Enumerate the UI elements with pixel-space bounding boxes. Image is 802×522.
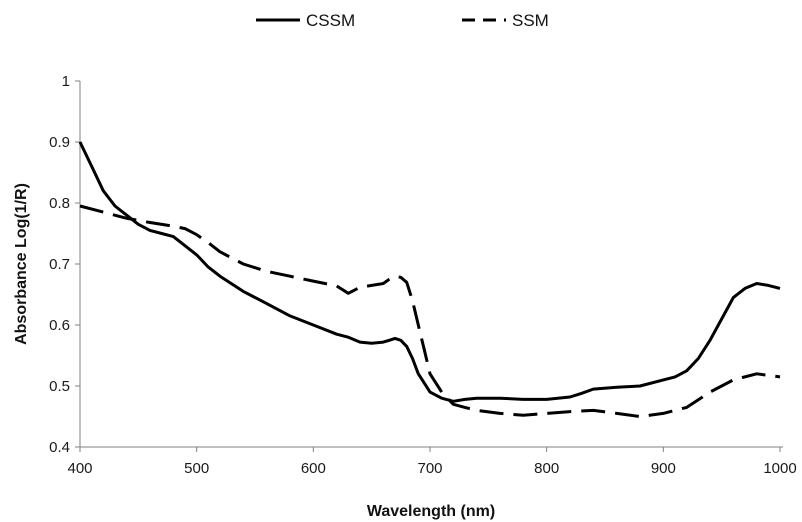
y-tick-label: 0.7 — [49, 256, 70, 273]
x-tick-label: 1000 — [763, 460, 796, 477]
y-tick-label: 0.6 — [49, 317, 70, 334]
y-tick-label: 1 — [62, 73, 70, 90]
series-line-cssm — [78, 141, 781, 403]
x-tick-label: 700 — [417, 460, 442, 477]
y-tick-label: 0.8 — [49, 195, 70, 212]
y-tick-label: 0.5 — [49, 378, 70, 395]
x-tick-labels: 400 500 600 700 800 900 1000 — [67, 447, 797, 477]
y-tick-labels: 0.4 0.5 0.6 0.7 0.8 0.9 1 — [49, 73, 80, 456]
legend-label-cssm: CSSM — [306, 11, 355, 30]
y-tick-label: 0.9 — [49, 134, 70, 151]
x-axis-title: Wavelength (nm) — [367, 503, 495, 520]
x-tick-label: 400 — [67, 460, 92, 477]
legend: CSSM SSM — [256, 11, 549, 30]
x-tick-label: 600 — [301, 460, 326, 477]
x-tick-label: 900 — [651, 460, 676, 477]
x-tick-label: 800 — [534, 460, 559, 477]
x-tick-label: 500 — [184, 460, 209, 477]
series-line-ssm — [79, 204, 781, 418]
y-axis-title: Absorbance Log(1/R) — [13, 183, 30, 345]
series-group — [78, 141, 781, 418]
y-tick-label: 0.4 — [49, 439, 70, 456]
legend-label-ssm: SSM — [512, 11, 549, 30]
